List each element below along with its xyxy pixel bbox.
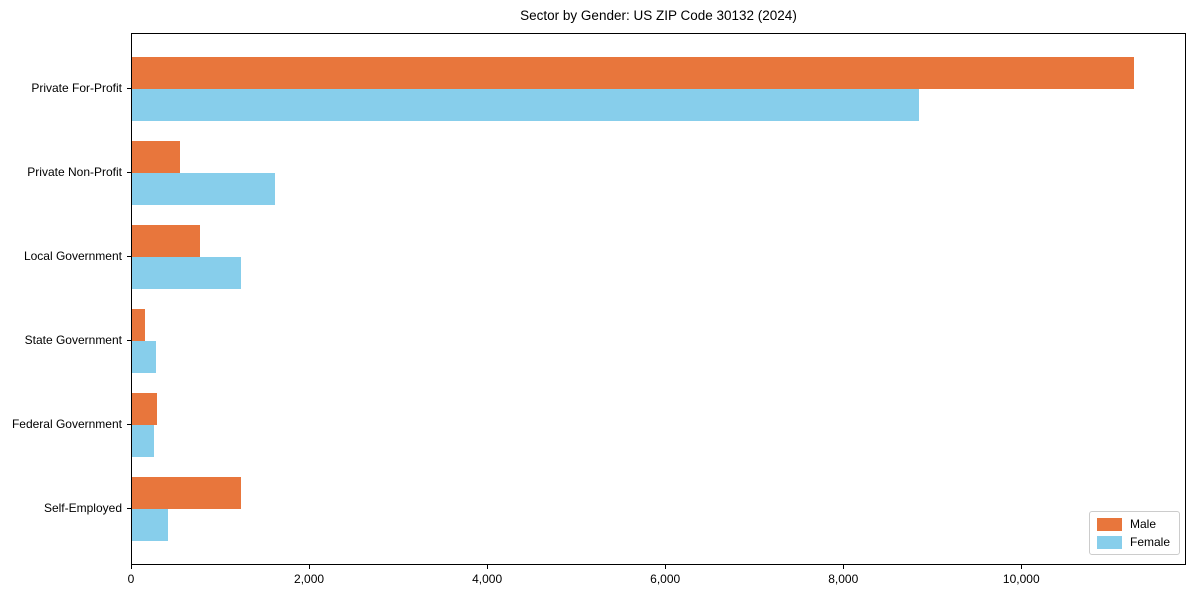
ytick-label: State Government bbox=[24, 333, 122, 347]
bar-male-self-employed bbox=[132, 477, 242, 509]
ytick-mark bbox=[127, 424, 131, 425]
legend: Male Female bbox=[1088, 511, 1180, 555]
bar-female-private-for-profit bbox=[132, 89, 920, 121]
xtick-mark bbox=[843, 565, 845, 569]
legend-label: Female bbox=[1129, 535, 1170, 549]
legend-label: Male bbox=[1129, 517, 1156, 531]
ytick-mark bbox=[127, 172, 131, 173]
legend-swatch-female bbox=[1096, 535, 1122, 549]
xtick-mark bbox=[487, 565, 489, 569]
bar-male-private-non-profit bbox=[132, 141, 180, 173]
xtick-label: 6,000 bbox=[650, 572, 681, 586]
bar-male-local-government bbox=[132, 225, 201, 257]
bar-female-private-non-profit bbox=[132, 173, 276, 205]
bar-female-local-government bbox=[132, 257, 242, 289]
xtick-label: 8,000 bbox=[828, 572, 859, 586]
xtick-mark bbox=[309, 565, 311, 569]
plot-area: Male Female bbox=[131, 33, 1186, 565]
xtick-label: 2,000 bbox=[294, 572, 325, 586]
ytick-mark bbox=[127, 340, 131, 341]
bar-male-private-for-profit bbox=[132, 57, 1135, 89]
xtick-mark bbox=[131, 565, 132, 569]
legend-item-male: Male bbox=[1096, 517, 1170, 531]
chart-title: Sector by Gender: US ZIP Code 30132 (202… bbox=[520, 8, 797, 23]
ytick-label: Federal Government bbox=[11, 417, 122, 431]
bar-male-state-government bbox=[132, 309, 146, 341]
ytick-mark bbox=[127, 256, 131, 257]
xtick-label: 0 bbox=[127, 572, 135, 586]
bar-female-federal-government bbox=[132, 425, 155, 457]
ytick-mark bbox=[127, 88, 131, 89]
xtick-mark bbox=[665, 565, 667, 569]
bar-male-federal-government bbox=[132, 393, 157, 425]
ytick-mark bbox=[127, 508, 131, 509]
ytick-label: Private For-Profit bbox=[31, 81, 122, 95]
bar-female-state-government bbox=[132, 341, 156, 373]
legend-item-female: Female bbox=[1096, 535, 1170, 549]
ytick-label: Local Government bbox=[23, 249, 122, 263]
ytick-label: Private Non-Profit bbox=[27, 165, 122, 179]
xtick-mark bbox=[1021, 565, 1023, 569]
bar-female-self-employed bbox=[132, 509, 168, 541]
legend-swatch-male bbox=[1096, 517, 1122, 531]
xtick-label: 4,000 bbox=[472, 572, 503, 586]
ytick-label: Self-Employed bbox=[43, 501, 122, 515]
xtick-label: 10,000 bbox=[1002, 572, 1040, 586]
